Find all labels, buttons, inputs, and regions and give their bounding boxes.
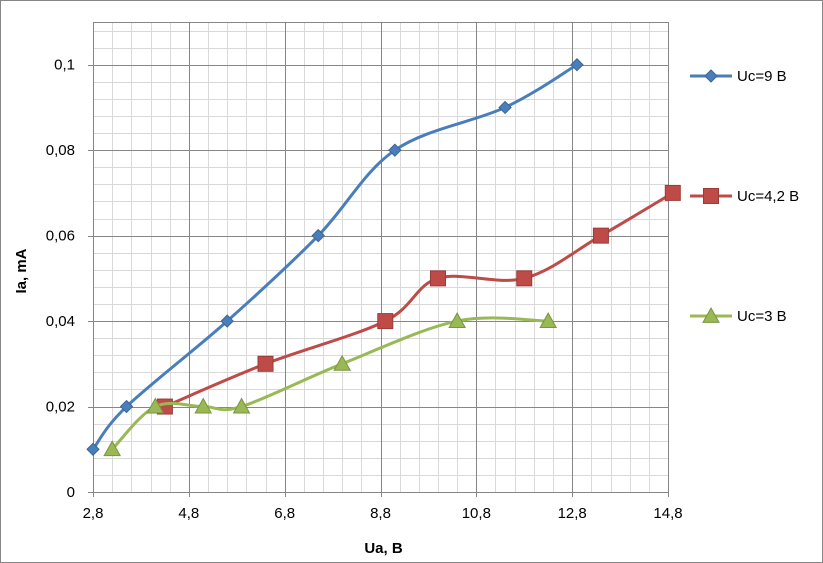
data-point bbox=[86, 442, 100, 456]
data-point bbox=[311, 228, 325, 243]
series-3 bbox=[103, 312, 558, 457]
data-point bbox=[333, 354, 352, 371]
data-point bbox=[257, 355, 274, 372]
y-tick-label: 0 bbox=[67, 484, 75, 501]
legend-marker bbox=[703, 188, 719, 204]
y-tick-label: 0,04 bbox=[46, 313, 75, 330]
data-point bbox=[516, 270, 533, 287]
data-point bbox=[498, 100, 512, 115]
legend-marker bbox=[704, 69, 718, 83]
series-1 bbox=[86, 58, 584, 456]
x-tick-label: 2,8 bbox=[83, 505, 104, 522]
y-tick-label: 0,08 bbox=[46, 142, 75, 159]
data-point bbox=[220, 314, 234, 328]
x-tick-label: 14,8 bbox=[653, 505, 682, 522]
x-tick-label: 10,8 bbox=[462, 505, 491, 522]
y-tick-label: 0,1 bbox=[54, 57, 75, 74]
data-point bbox=[194, 397, 213, 414]
y-tick-label: 0,06 bbox=[46, 228, 75, 245]
data-point bbox=[664, 184, 681, 201]
series-2 bbox=[156, 184, 681, 415]
x-tick-label: 6,8 bbox=[274, 505, 295, 522]
data-point bbox=[592, 227, 609, 244]
legend-entry: Uc=3 В bbox=[690, 306, 787, 325]
data-point bbox=[448, 312, 467, 328]
data-point bbox=[388, 143, 402, 157]
x-tick-label: 4,8 bbox=[178, 505, 199, 522]
legend-label: Uc=9 В bbox=[737, 68, 787, 85]
data-point bbox=[232, 397, 251, 414]
data-point bbox=[119, 399, 134, 414]
x-axis-title: Ua, В bbox=[364, 540, 403, 557]
legend-entry: Uc=9 В bbox=[690, 68, 787, 85]
data-point bbox=[430, 270, 446, 287]
data-point bbox=[377, 313, 394, 330]
data-point bbox=[103, 440, 122, 457]
data-point bbox=[570, 58, 584, 72]
legend-entry: Uc=4,2 В bbox=[690, 188, 799, 205]
y-axis-title: Ia, mA bbox=[13, 248, 30, 293]
x-tick-label: 12,8 bbox=[558, 505, 587, 522]
data-point bbox=[539, 312, 558, 328]
legend-marker bbox=[702, 306, 720, 323]
y-tick-label: 0,02 bbox=[46, 399, 75, 416]
x-tick-label: 8,8 bbox=[370, 505, 391, 522]
legend-label: Uc=3 В bbox=[737, 308, 787, 325]
legend-label: Uc=4,2 В bbox=[737, 188, 799, 205]
plot-area bbox=[93, 22, 668, 492]
data-point bbox=[146, 397, 165, 414]
